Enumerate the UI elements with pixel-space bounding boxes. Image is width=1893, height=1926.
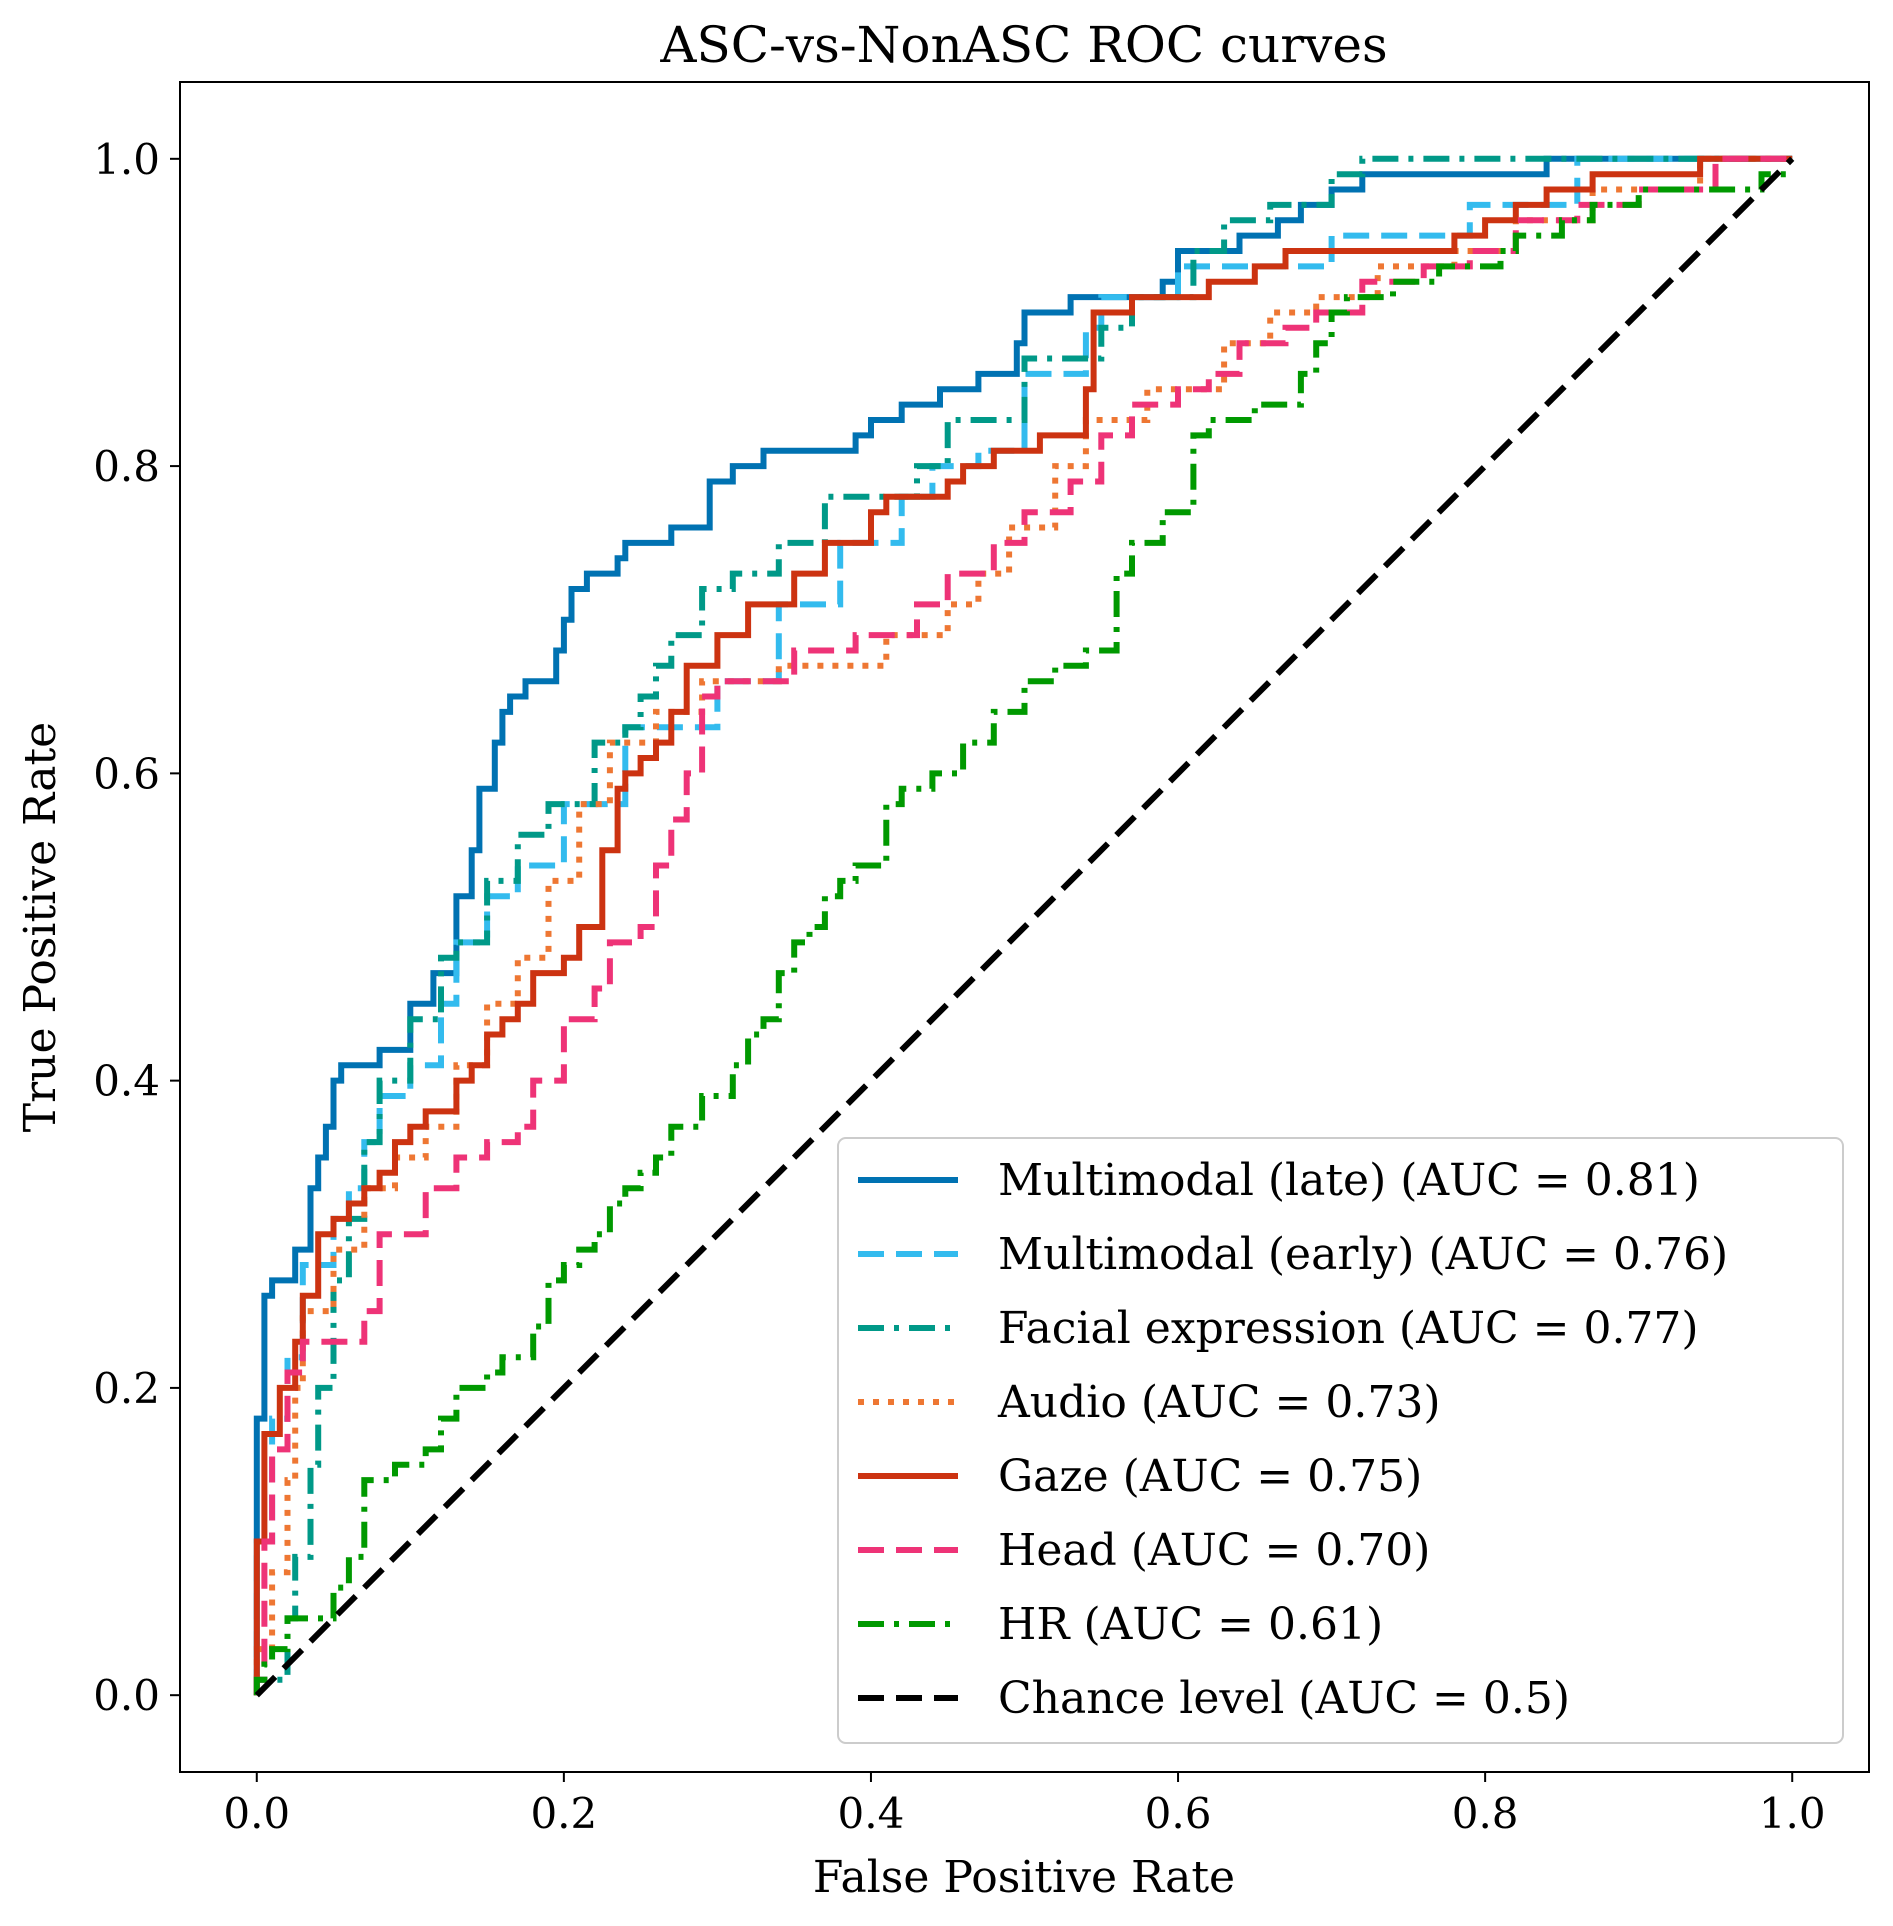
y-tick-label: 0.4 — [93, 1057, 160, 1106]
y-tick-label: 0.8 — [93, 442, 160, 491]
legend-label-audio: Audio (AUC = 0.73) — [997, 1377, 1441, 1428]
series-line-head — [253, 155, 1793, 1696]
x-tick-label: 0.8 — [1452, 1789, 1519, 1838]
legend-label-multimodal-late: Multimodal (late) (AUC = 0.81) — [998, 1155, 1700, 1206]
x-axis-label: False Positive Rate — [813, 1852, 1235, 1903]
legend: Multimodal (late) (AUC = 0.81) Multimodal… — [837, 1137, 1844, 1744]
y-axis-label: True Positive Rate — [15, 722, 66, 1132]
legend-label-facial-expression: Facial expression (AUC = 0.77) — [998, 1303, 1699, 1354]
series-line-multimodal-late — [253, 155, 1793, 1696]
series-line-multimodal-early — [253, 155, 1793, 1696]
plot-frame — [179, 81, 1870, 1773]
legend-label-multimodal-early: Multimodal (early) (AUC = 0.76) — [998, 1229, 1728, 1280]
roc-curves — [253, 155, 1795, 1698]
x-tick-label: 0.4 — [838, 1789, 905, 1838]
legend-label-chance-level: Chance level (AUC = 0.5) — [998, 1673, 1570, 1724]
legend-label-gaze: Gaze (AUC = 0.75) — [998, 1451, 1422, 1502]
y-tick-label: 0.0 — [93, 1671, 160, 1720]
y-tick-label: 0.6 — [93, 749, 160, 798]
series-line-gaze — [253, 155, 1793, 1696]
chart-title: ASC-vs-NonASC ROC curves — [659, 16, 1387, 74]
y-tick-label: 1.0 — [93, 135, 160, 184]
x-tick-label: 0.6 — [1145, 1789, 1212, 1838]
x-tick-label: 0.2 — [530, 1789, 597, 1838]
series-line-hr — [253, 171, 1793, 1696]
legend-box — [837, 1137, 1844, 1744]
x-axis: 0.0 0.2 0.4 0.6 0.8 1.0 — [223, 1772, 1826, 1838]
x-tick-label: 1.0 — [1759, 1789, 1826, 1838]
y-axis: 0.0 0.2 0.4 0.6 0.8 1.0 — [93, 135, 180, 1720]
legend-label-head: Head (AUC = 0.70) — [998, 1525, 1430, 1576]
series-line-chance-level — [254, 156, 1795, 1698]
x-tick-label: 0.0 — [223, 1789, 290, 1838]
legend-label-hr: HR (AUC = 0.61) — [998, 1599, 1383, 1650]
series-line-audio — [253, 155, 1793, 1696]
y-tick-label: 0.2 — [93, 1364, 160, 1413]
